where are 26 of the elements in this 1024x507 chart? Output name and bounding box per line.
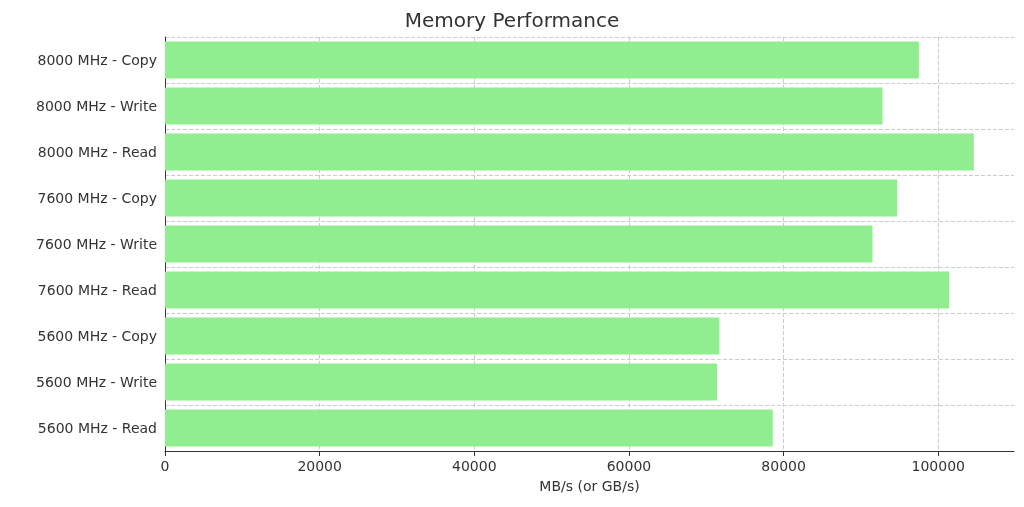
x-tick-label: 0	[160, 458, 170, 474]
x-tick-label: 20000	[297, 458, 342, 474]
y-tick-label: 5600 MHz - Copy	[37, 328, 157, 344]
y-tick-label: 8000 MHz - Read	[37, 144, 157, 160]
x-tick-label: 100000	[911, 458, 965, 474]
bar	[165, 41, 919, 79]
y-tick-label: 8000 MHz - Copy	[37, 52, 157, 68]
y-tick-label: 5600 MHz - Write	[36, 374, 157, 390]
bar	[165, 317, 720, 355]
bar	[165, 133, 974, 171]
x-axis-title: MB/s (or GB/s)	[539, 478, 640, 494]
bar	[165, 271, 950, 309]
y-tick-label: 8000 MHz - Write	[36, 98, 157, 114]
y-tick-label: 7600 MHz - Write	[36, 236, 157, 252]
bar	[165, 363, 718, 401]
y-tick-label: 7600 MHz - Read	[37, 282, 157, 298]
bar	[165, 87, 883, 125]
x-tick-label: 80000	[761, 458, 806, 474]
chart-title: Memory Performance	[404, 8, 620, 32]
bar	[165, 409, 773, 447]
y-tick-label: 5600 MHz - Read	[37, 420, 157, 436]
y-tick-label: 7600 MHz - Copy	[37, 190, 157, 206]
x-tick-label: 60000	[606, 458, 652, 474]
bar	[165, 179, 898, 217]
bar	[165, 225, 873, 263]
x-tick-label: 40000	[452, 458, 497, 474]
